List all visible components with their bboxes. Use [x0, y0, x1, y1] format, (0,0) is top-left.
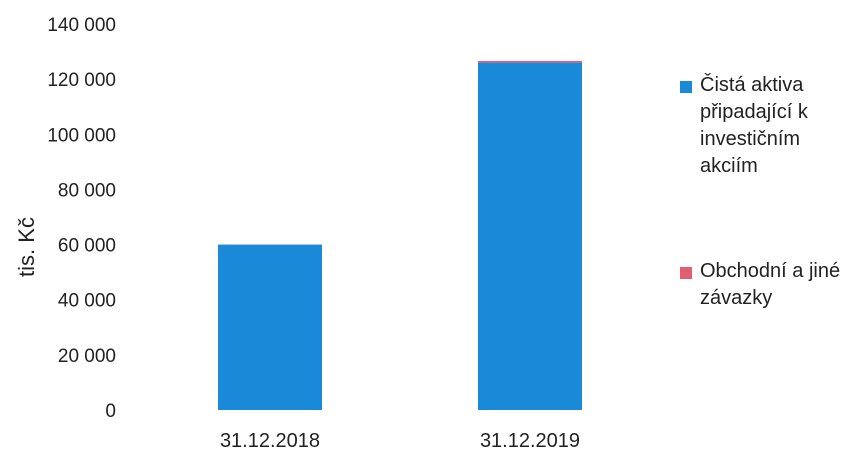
y-tick-label: 80 000	[58, 180, 116, 201]
y-tick-label: 40 000	[58, 291, 116, 312]
y-tick-label: 0	[105, 401, 116, 422]
x-axis-categories: 31.12.2018 31.12.2019	[220, 430, 580, 452]
bars	[218, 60, 582, 410]
bar-payables	[478, 60, 582, 63]
y-tick-label: 100 000	[47, 125, 116, 146]
legend-swatch-payables	[680, 267, 692, 279]
y-tick-label: 20 000	[58, 346, 116, 367]
y-axis-title: tis. Kč	[14, 217, 39, 277]
y-tick-label: 120 000	[47, 70, 116, 91]
bar-net-assets	[478, 62, 582, 410]
legend-swatch-net-assets	[680, 81, 692, 93]
legend: Čistá aktiva připadající k investičním a…	[680, 72, 850, 312]
x-category-label: 31.12.2019	[480, 430, 580, 452]
x-category-label: 31.12.2018	[220, 430, 320, 452]
y-tick-label: 60 000	[58, 236, 116, 257]
legend-label-payables: Obchodní a jiné závazky	[700, 260, 841, 309]
legend-item-net-assets: Čistá aktiva připadající k investičním a…	[680, 72, 850, 180]
legend-label-net-assets: Čistá aktiva připadající k investičním a…	[700, 74, 808, 177]
bar-net-assets	[218, 244, 322, 410]
legend-item-payables: Obchodní a jiné závazky	[680, 258, 850, 312]
y-tick-label: 140 000	[47, 15, 116, 36]
y-axis-ticks: 0 20 000 40 000 60 000 80 000 100 000 120 000 1…	[47, 15, 116, 422]
